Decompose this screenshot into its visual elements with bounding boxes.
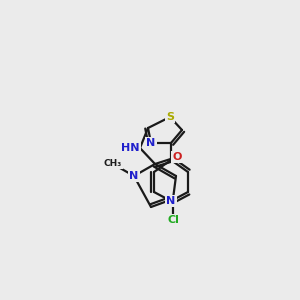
Text: HN: HN [122, 143, 140, 153]
Text: N: N [146, 138, 156, 148]
Text: S: S [166, 112, 174, 122]
Text: N: N [167, 196, 176, 206]
Text: O: O [172, 152, 182, 162]
Text: Cl: Cl [167, 215, 179, 225]
Text: N: N [129, 171, 139, 181]
Text: CH₃: CH₃ [104, 160, 122, 169]
